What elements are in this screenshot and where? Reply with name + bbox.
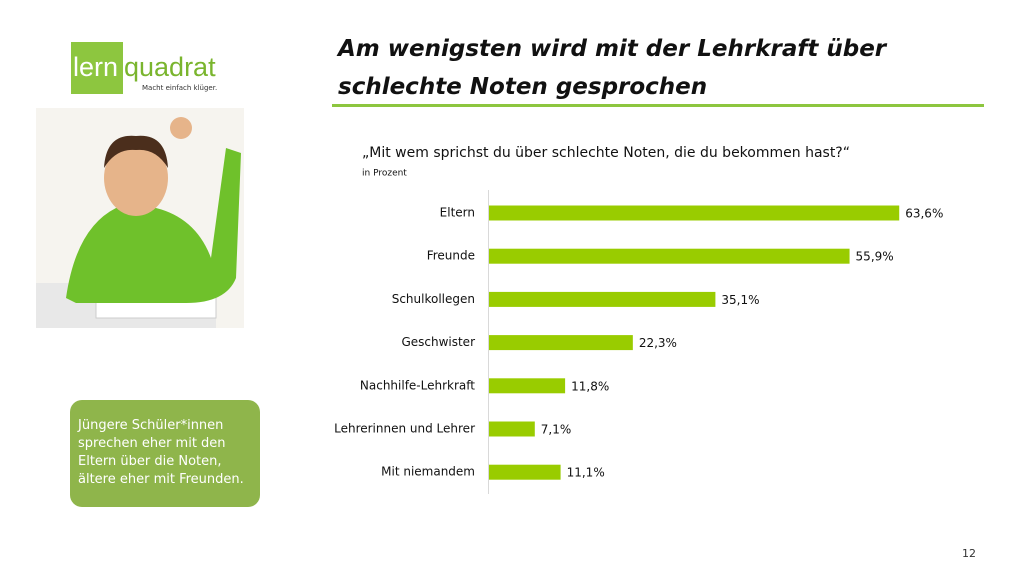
bar bbox=[489, 464, 561, 480]
title-line: Am wenigsten wird mit der Lehrkraft über bbox=[338, 36, 887, 62]
value-label: 7,1% bbox=[541, 423, 572, 437]
logo-slogan: Macht einfach klüger. bbox=[142, 84, 218, 92]
slide-title: Am wenigsten wird mit der Lehrkraft über… bbox=[338, 30, 886, 106]
category-label: Lehrerinnen und Lehrer bbox=[334, 422, 475, 436]
chart-title: „Mit wem sprichst du über schlechte Note… bbox=[362, 145, 850, 161]
category-label: Freunde bbox=[427, 249, 475, 263]
title-line: schlechte Noten gesprochen bbox=[338, 74, 708, 100]
callout-line: sprechen eher mit den bbox=[78, 436, 226, 451]
callout-line: Eltern über die Noten, bbox=[78, 454, 222, 469]
value-label: 63,6% bbox=[905, 207, 943, 221]
callout-line: ältere eher mit Freunden. bbox=[78, 472, 244, 487]
value-label: 11,8% bbox=[571, 379, 609, 393]
callout-line: Jüngere Schüler*innen bbox=[78, 418, 224, 433]
value-label: 11,1% bbox=[567, 466, 605, 480]
logo-text: lern bbox=[73, 52, 119, 82]
page-number: 12 bbox=[962, 547, 976, 560]
chart-subtitle: in Prozent bbox=[362, 169, 407, 179]
logo-mark bbox=[71, 42, 123, 94]
logo-text: quadrat bbox=[124, 52, 216, 82]
category-label: Schulkollegen bbox=[392, 292, 475, 306]
chart: „Mit wem sprichst du über schlechte Note… bbox=[334, 145, 943, 494]
category-label: Mit niemandem bbox=[381, 465, 475, 479]
bar bbox=[489, 378, 566, 394]
value-label: 35,1% bbox=[721, 293, 759, 307]
category-label: Geschwister bbox=[401, 335, 475, 349]
bar bbox=[489, 421, 535, 437]
bar bbox=[489, 291, 716, 307]
category-label: Nachhilfe-Lehrkraft bbox=[360, 378, 475, 392]
value-label: 22,3% bbox=[639, 336, 677, 350]
title-rule bbox=[332, 104, 984, 107]
callout: Jüngere Schüler*innen sprechen eher mit … bbox=[70, 400, 260, 507]
photo bbox=[36, 108, 244, 328]
bar bbox=[489, 248, 850, 264]
category-label: Eltern bbox=[440, 206, 475, 220]
bar bbox=[489, 335, 633, 351]
bar bbox=[489, 205, 900, 221]
value-label: 55,9% bbox=[856, 250, 894, 264]
